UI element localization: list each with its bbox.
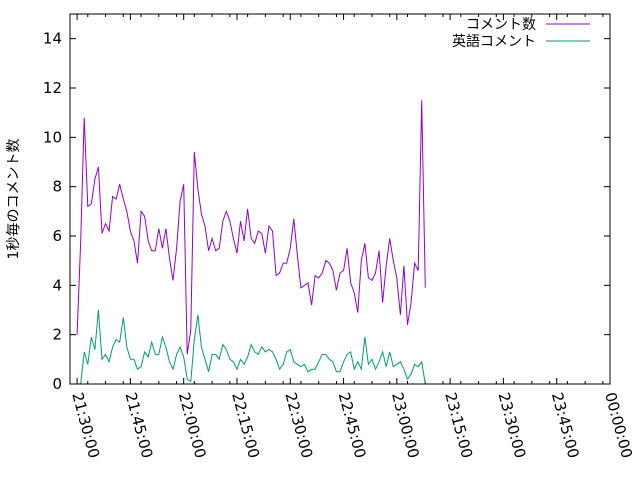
legend-label-comments: コメント数 bbox=[466, 17, 536, 33]
series-layer bbox=[76, 100, 426, 385]
x-tick-label: 22:45:00 bbox=[335, 390, 370, 460]
y-tick-label: 2 bbox=[52, 326, 62, 344]
y-axis-label: 1秒毎のコメント数 bbox=[6, 139, 22, 260]
legend-label-english-comments: 英語コメント bbox=[452, 33, 536, 50]
x-tick-label: 22:15:00 bbox=[228, 390, 263, 460]
plot-frame bbox=[69, 13, 611, 385]
y-tick-label: 4 bbox=[52, 276, 62, 294]
y-tick-label: 14 bbox=[43, 30, 62, 48]
x-tick-label: 23:00:00 bbox=[388, 390, 423, 460]
series-line-english-comments bbox=[77, 309, 426, 385]
x-tick-label: 23:45:00 bbox=[548, 390, 583, 460]
legend: コメント数 英語コメント bbox=[452, 17, 590, 50]
ticks-layer: 0 2 4 6 8 10 12 14 21:30:00 21:45:00 22:00:00 22:15… bbox=[43, 14, 636, 460]
y-tick-label: 12 bbox=[43, 79, 62, 97]
series-line-comments bbox=[76, 100, 426, 355]
x-tick-label: 23:30:00 bbox=[495, 390, 530, 460]
x-tick-label: 22:00:00 bbox=[175, 390, 210, 460]
x-tick-label: 21:45:00 bbox=[122, 390, 157, 460]
x-tick-label: 21:30:00 bbox=[68, 390, 103, 460]
x-tick-label: 22:30:00 bbox=[281, 390, 316, 460]
y-tick-label: 0 bbox=[52, 375, 62, 393]
y-tick-label: 8 bbox=[52, 178, 62, 196]
x-tick-label: 23:15:00 bbox=[441, 390, 476, 460]
y-tick-label: 10 bbox=[43, 128, 62, 146]
y-tick-label: 6 bbox=[52, 227, 62, 245]
x-tick-label: 00:00:00 bbox=[601, 390, 636, 460]
